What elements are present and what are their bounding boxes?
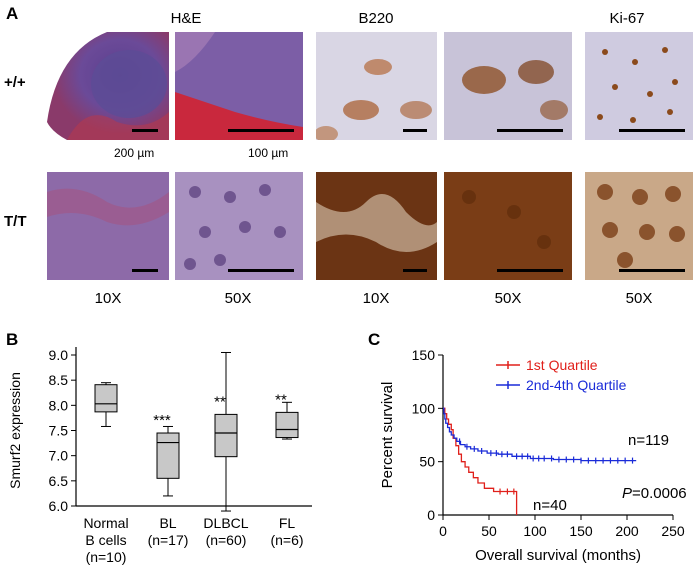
significance-label-2: ** bbox=[214, 393, 226, 410]
magnification-label-2: 50X bbox=[224, 290, 252, 307]
y-axis-title: Smurf2 expression bbox=[7, 372, 23, 489]
n-label-1st-quartile: n=40 bbox=[533, 497, 567, 514]
box-3 bbox=[275, 411, 299, 439]
legend-label-1: 2nd-4th Quartile bbox=[526, 377, 627, 393]
micrograph-he-10x-mutant-image bbox=[47, 172, 169, 280]
legend-label-0: 1st Quartile bbox=[526, 357, 598, 373]
category-label-3-0: FL bbox=[279, 515, 296, 531]
significance-label-1: *** bbox=[153, 412, 171, 429]
micrograph-b220-50x-wildtype bbox=[444, 32, 572, 140]
survival-curve-0 bbox=[443, 407, 518, 515]
row-label-mutant: T/T bbox=[4, 213, 27, 230]
micrograph-he-50x-wildtype-image bbox=[175, 32, 303, 140]
x-tick-label-1: 50 bbox=[481, 523, 497, 539]
magnification-label-4: 50X bbox=[494, 290, 522, 307]
x-tick-label-5: 250 bbox=[661, 523, 685, 539]
micrograph-he-10x-mutant bbox=[47, 172, 169, 280]
category-label-1-1: (n=17) bbox=[148, 532, 189, 548]
magnification-label-3: 10X bbox=[362, 290, 390, 307]
y-tick-label-5: 8.5 bbox=[49, 372, 69, 388]
category-label-0-0: Normal bbox=[83, 515, 128, 531]
significance-label-3: ** bbox=[275, 391, 287, 408]
micrograph-ki67-50x-mutant-image bbox=[585, 172, 693, 280]
x-tick-label-2: 100 bbox=[523, 523, 547, 539]
y-tick-label-6: 9.0 bbox=[49, 347, 69, 363]
p-value-annotation: P=0.0006 bbox=[622, 485, 687, 502]
micrograph-b220-50x-wildtype-image bbox=[444, 32, 572, 140]
box-1 bbox=[156, 432, 180, 479]
micrograph-he-10x-wildtype-image bbox=[47, 32, 169, 140]
y-tick-label-0: 6.0 bbox=[49, 498, 69, 514]
micrograph-he-10x-wildtype bbox=[47, 32, 169, 140]
y-tick-label-3: 7.5 bbox=[49, 423, 69, 439]
y-tick-label-1: 6.5 bbox=[49, 473, 69, 489]
y-tick-label-2: 7.0 bbox=[49, 448, 69, 464]
column-label-b220: B220 bbox=[358, 10, 394, 27]
panel-a-label: A bbox=[6, 4, 19, 23]
category-label-2-1: (n=60) bbox=[206, 532, 247, 548]
scale-bar-label-200um: 200 µm bbox=[114, 146, 155, 160]
x-tick-label-0: 0 bbox=[439, 523, 447, 539]
micrograph-ki67-50x-wildtype-image bbox=[585, 32, 693, 140]
p-value-number: =0.0006 bbox=[632, 485, 687, 502]
column-label-he: H&E bbox=[170, 10, 202, 27]
p-value-symbol: P bbox=[622, 485, 632, 502]
column-label-ki67: Ki-67 bbox=[609, 10, 645, 27]
survival-chart: 0 50 100 150 0 50 100 150 200 250 Overall survival… bbox=[379, 347, 687, 564]
micrograph-b220-50x-mutant bbox=[444, 172, 572, 280]
y-tick-label-1: 50 bbox=[419, 454, 435, 470]
micrograph-ki67-50x-wildtype bbox=[585, 32, 693, 140]
panel-b-label: B bbox=[6, 330, 19, 349]
micrograph-he-50x-mutant-image bbox=[175, 172, 303, 280]
row-label-wildtype: +/+ bbox=[4, 74, 26, 91]
x-tick-label-4: 200 bbox=[615, 523, 639, 539]
micrograph-he-50x-wildtype bbox=[175, 32, 303, 140]
micrograph-b220-50x-mutant-image bbox=[444, 172, 572, 280]
micrograph-b220-10x-wildtype bbox=[316, 32, 437, 140]
n-label-2nd-4th-quartile: n=119 bbox=[628, 432, 669, 449]
y-axis-title: Percent survival bbox=[379, 382, 396, 489]
boxplot-chart: 6.0 6.5 7.0 7.5 8.0 8.5 9.0 Smurf2 expression No… bbox=[7, 347, 312, 565]
magnification-label-5: 50X bbox=[625, 290, 653, 307]
micrograph-b220-10x-wildtype-image bbox=[316, 32, 437, 140]
category-label-0-1: B cells bbox=[85, 532, 126, 548]
micrograph-ki67-50x-mutant bbox=[585, 172, 693, 280]
panel-c-label: C bbox=[368, 330, 381, 349]
x-tick-label-3: 150 bbox=[569, 523, 593, 539]
y-tick-label-0: 0 bbox=[427, 507, 435, 523]
scale-bar-label-100um: 100 µm bbox=[248, 146, 289, 160]
box-0 bbox=[94, 384, 118, 413]
y-tick-label-4: 8.0 bbox=[49, 397, 69, 413]
category-label-0-2: (n=10) bbox=[86, 549, 127, 565]
micrograph-b220-10x-mutant-image bbox=[316, 172, 437, 280]
category-label-1-0: BL bbox=[159, 515, 176, 531]
category-label-2-0: DLBCL bbox=[203, 515, 248, 531]
y-tick-label-2: 100 bbox=[412, 400, 436, 416]
x-axis-title: Overall survival (months) bbox=[475, 547, 641, 564]
micrograph-he-50x-mutant bbox=[175, 172, 303, 280]
micrograph-b220-10x-mutant bbox=[316, 172, 437, 280]
category-label-3-1: (n=6) bbox=[270, 532, 303, 548]
box-2 bbox=[214, 413, 238, 458]
magnification-label-1: 10X bbox=[94, 290, 122, 307]
y-tick-label-3: 150 bbox=[412, 347, 436, 363]
survival-curve-1 bbox=[443, 407, 637, 462]
